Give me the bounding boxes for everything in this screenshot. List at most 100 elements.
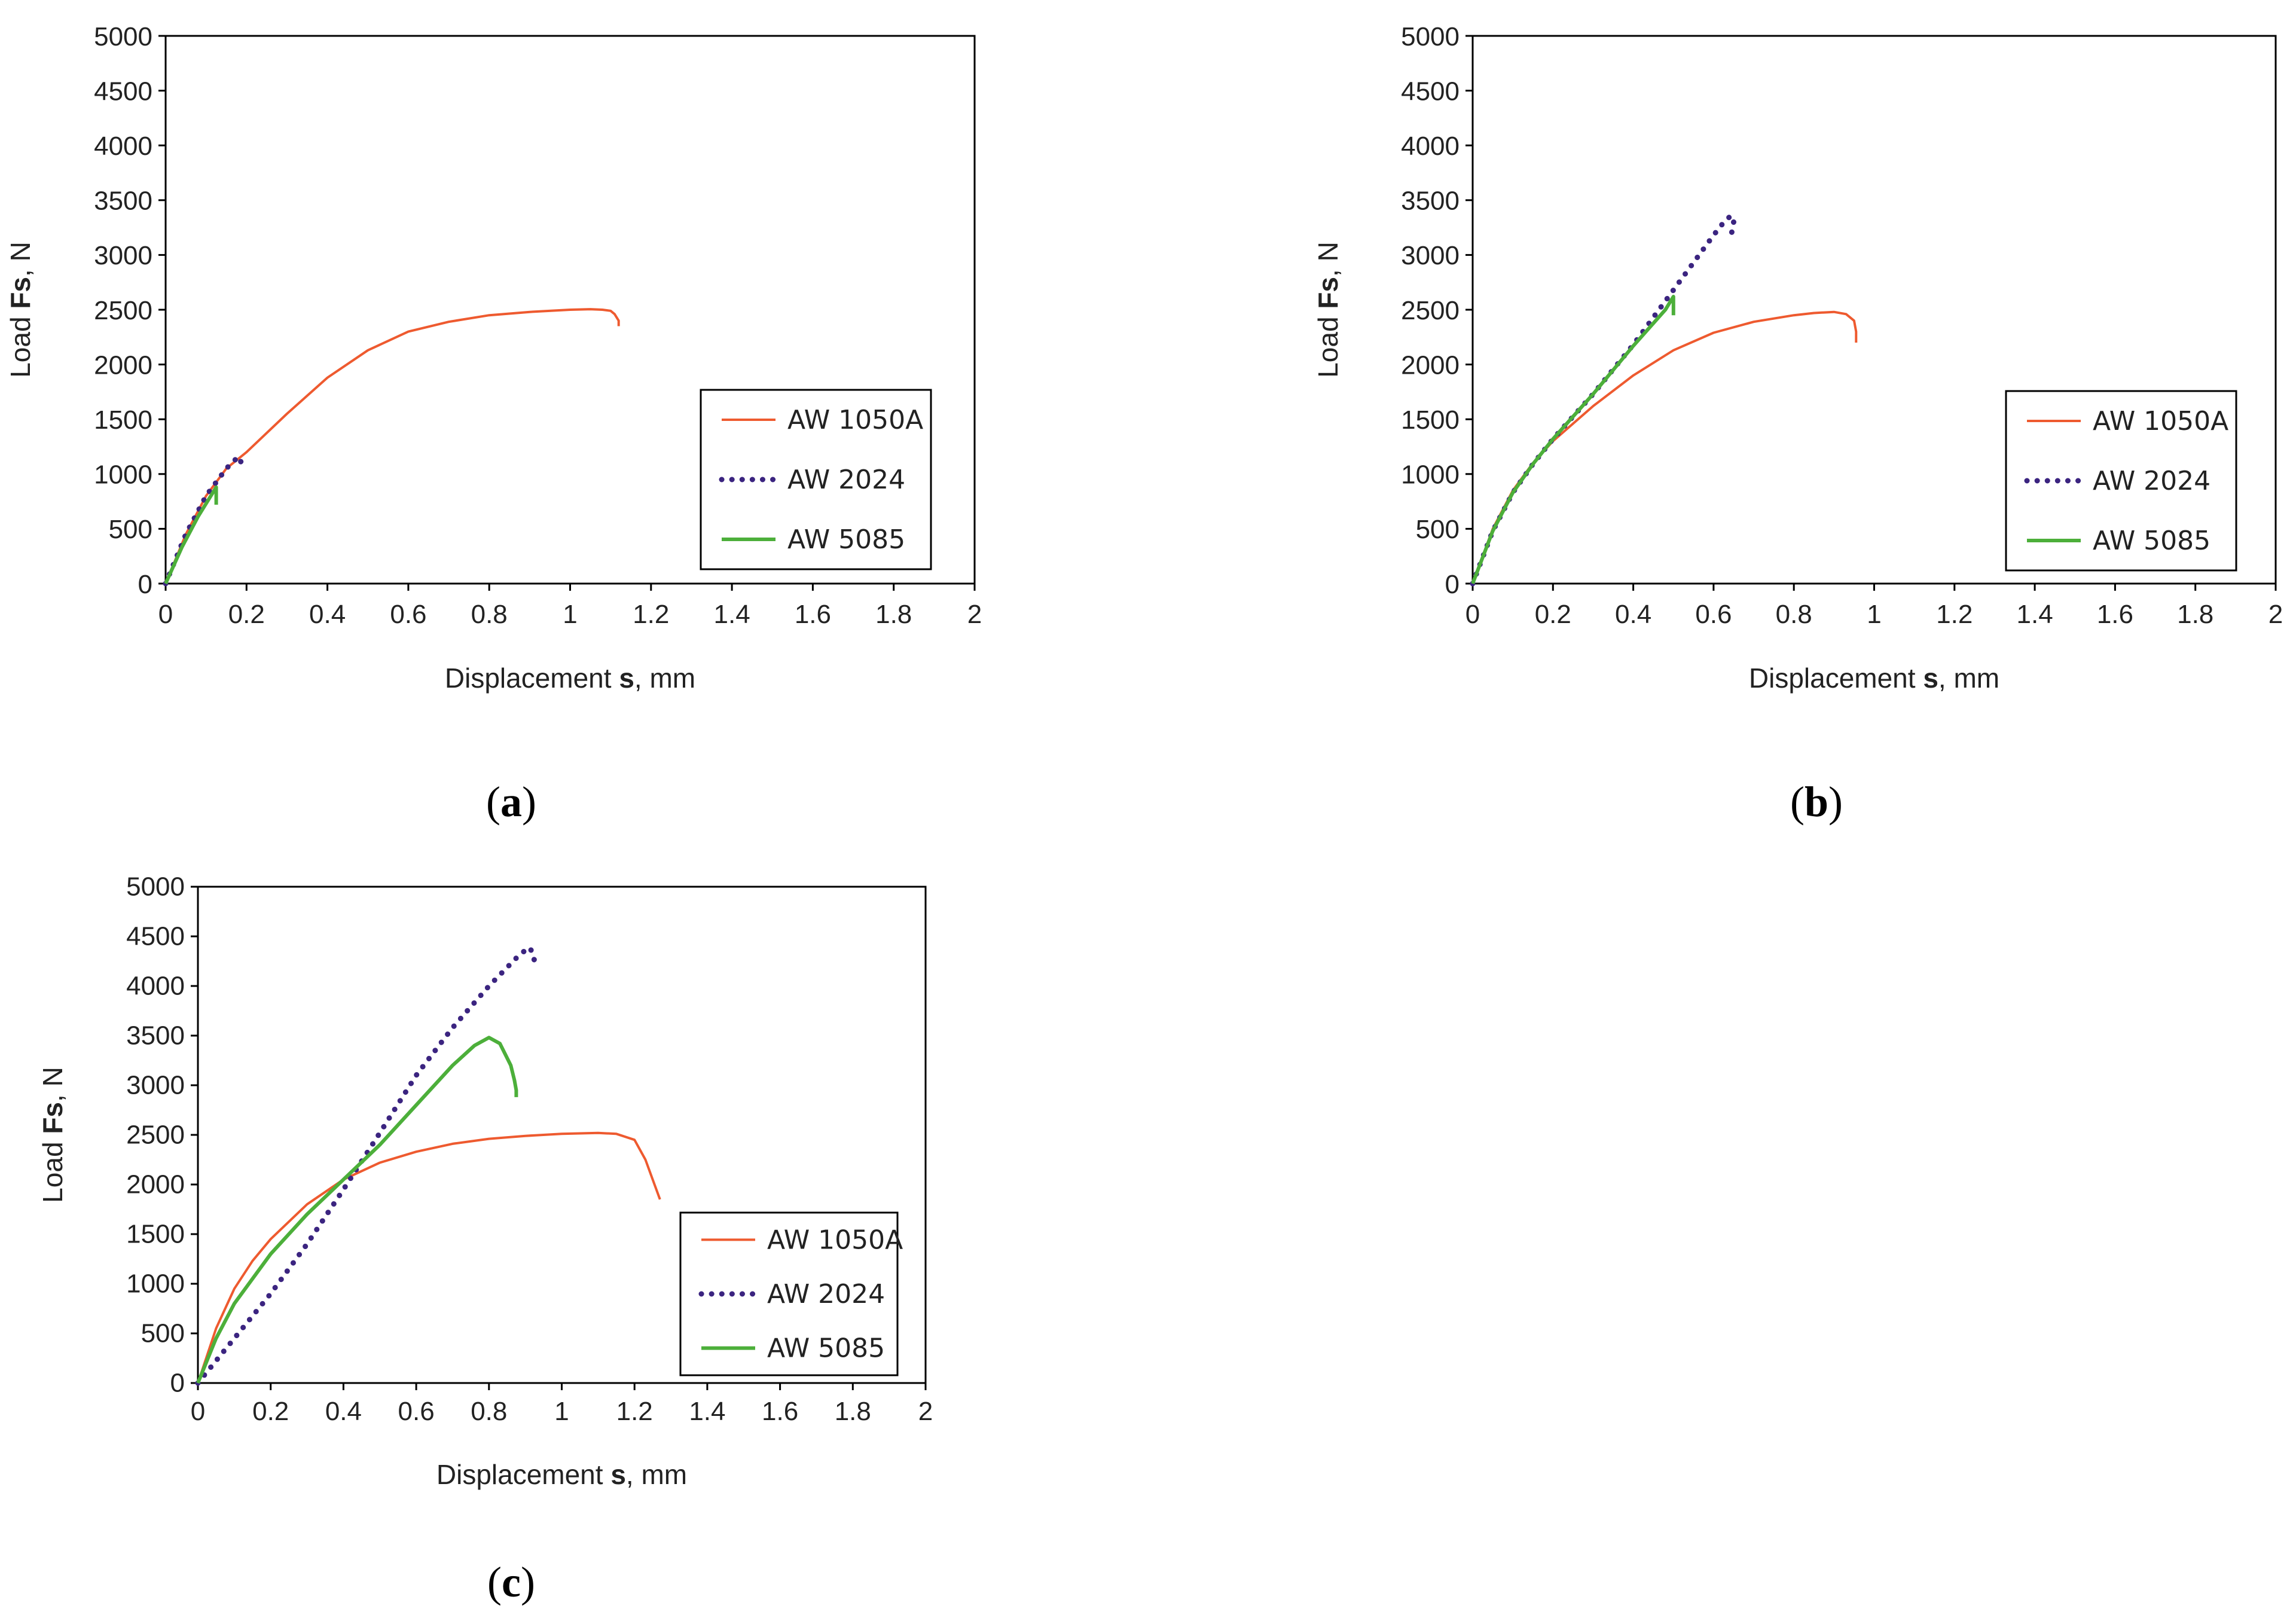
y-tick-label: 5000 (94, 22, 152, 51)
x-tick-label: 1 (1867, 600, 1881, 629)
x-tick-label: 0.4 (1615, 600, 1651, 629)
y-axis-title: Load Fs, N (5, 242, 36, 378)
y-tick-label: 500 (141, 1318, 185, 1348)
x-tick-label: 2 (2268, 600, 2283, 629)
x-tick-label: 2 (918, 1397, 933, 1426)
y-tick-label: 4500 (94, 77, 152, 106)
chart-panel-b: 0 500 1000 1500 2000 2500 3000 3500 4000 4500 5000… (1312, 22, 2283, 826)
panel-label: (c) (487, 1558, 535, 1606)
x-tick-label: 2 (967, 600, 982, 629)
x-axis-title-bold: s (610, 1459, 626, 1490)
y-tick-label: 5000 (126, 872, 185, 901)
legend: AW 1050A AW 2024 AW 5085 (700, 389, 932, 570)
legend-entry-label: AW 1050A (767, 1225, 903, 1255)
legend-entry-label: AW 5085 (787, 524, 905, 555)
x-tick-label: 0.4 (309, 600, 346, 629)
panel-label-close: ) (521, 1558, 535, 1606)
series-line-aw-5085 (1471, 295, 1675, 585)
y-tick-label: 1500 (94, 405, 152, 435)
y-tick-label: 1000 (126, 1269, 185, 1298)
y-tick-label: 2500 (94, 296, 152, 325)
legend: AW 1050A AW 2024 AW 5085 (2005, 390, 2237, 572)
y-axis-title-suffix: , N (1312, 242, 1344, 277)
y-tick-label: 4000 (94, 132, 152, 161)
x-axis-title: Displacement s, mm (436, 1459, 687, 1490)
x-tick-label: 0.8 (471, 600, 508, 629)
x-tick-label: 1.2 (616, 1397, 653, 1426)
x-tick-label: 0 (191, 1397, 205, 1426)
x-axis-title-bold: s (1923, 663, 1938, 694)
y-tick-label: 2500 (126, 1120, 185, 1149)
panel-label-letter: b (1805, 778, 1828, 826)
chart-panel-a: 0 500 1000 1500 2000 2500 3000 3500 4000 4500 5000… (5, 22, 982, 826)
x-tick-label: 1.4 (689, 1397, 725, 1426)
x-tick-label: 1.2 (1936, 600, 1973, 629)
x-tick-label: 0.6 (390, 600, 426, 629)
x-tick-label: 0.6 (398, 1397, 435, 1426)
y-axis-title-suffix: , N (5, 242, 36, 277)
y-tick-label: 2500 (1401, 296, 1460, 325)
legend-entry-label: AW 1050A (787, 405, 923, 435)
series-line-aw-1050a (197, 1131, 661, 1384)
x-tick-label: 0.2 (252, 1397, 289, 1426)
y-tick-label: 2000 (94, 350, 152, 380)
y-tick-label: 0 (170, 1368, 185, 1397)
y-tick-label: 5000 (1401, 22, 1460, 51)
legend-entry-label: AW 2024 (2093, 466, 2210, 496)
legend-entry-label: AW 2024 (787, 465, 905, 495)
y-axis-title-prefix: Load (1312, 309, 1344, 378)
y-tick-label: 500 (1416, 515, 1460, 544)
series-line-aw-5085 (164, 485, 218, 585)
legend: AW 1050A AW 2024 AW 5085 (679, 1211, 903, 1376)
y-axis-title-bold: Fs (5, 277, 36, 309)
y-tick-label: 1500 (126, 1219, 185, 1248)
x-axis-title-prefix: Displacement (445, 663, 619, 694)
series-line-aw-2024 (195, 944, 538, 1386)
series-line-aw-2024 (163, 454, 245, 587)
x-axis-title-suffix: , mm (634, 663, 695, 694)
y-tick-label: 3000 (126, 1070, 185, 1100)
x-tick-label: 1.6 (762, 1397, 798, 1426)
y-tick-label: 3000 (1401, 241, 1460, 270)
x-tick-label: 1.8 (875, 600, 912, 629)
panel-label-letter: c (502, 1558, 521, 1606)
x-tick-label: 1.6 (795, 600, 831, 629)
x-axis-title-prefix: Displacement (436, 1459, 610, 1490)
series-line-aw-1050a (1471, 310, 1858, 584)
y-tick-label: 3500 (126, 1021, 185, 1050)
chart-panel-c: 0 500 1000 1500 2000 2500 3000 3500 4000 4500 5000… (37, 872, 933, 1606)
y-tick-label: 0 (1445, 570, 1460, 599)
y-tick-label: 1000 (1401, 460, 1460, 490)
x-tick-label: 0.8 (471, 1397, 507, 1426)
y-tick-label: 3500 (94, 187, 152, 216)
panel-label-close: ) (522, 778, 536, 826)
y-tick-label: 4500 (1401, 77, 1460, 106)
legend-entry-label: AW 5085 (2093, 526, 2210, 556)
legend-entry-label: AW 1050A (2093, 406, 2228, 436)
y-axis-title-prefix: Load (5, 309, 36, 378)
x-tick-label: 0.6 (1695, 600, 1732, 629)
y-axis-title: Load Fs, N (1312, 242, 1344, 378)
panel-label-close: ) (1828, 778, 1843, 826)
x-axis-title: Displacement s, mm (445, 663, 695, 694)
y-tick-label: 1000 (94, 460, 152, 490)
x-tick-label: 1 (563, 600, 577, 629)
y-tick-label: 3500 (1401, 187, 1460, 216)
y-tick-label: 2000 (126, 1170, 185, 1199)
x-axis-title-prefix: Displacement (1749, 663, 1923, 694)
x-tick-label: 1.2 (633, 600, 669, 629)
y-tick-label: 4500 (126, 921, 185, 951)
y-tick-label: 4000 (126, 971, 185, 1000)
x-axis-title-suffix: , mm (1938, 663, 1999, 694)
x-tick-label: 0.2 (1535, 600, 1571, 629)
y-tick-label: 500 (109, 515, 152, 544)
y-axis-title-suffix: , N (37, 1067, 68, 1102)
y-tick-label: 2000 (1401, 350, 1460, 380)
panel-label-open: ( (486, 778, 500, 826)
x-tick-label: 1.4 (714, 600, 750, 629)
x-axis-title-bold: s (619, 663, 634, 694)
series-line-aw-1050a (164, 308, 620, 584)
panel-label: (a) (486, 778, 536, 826)
x-tick-label: 1.8 (2177, 600, 2213, 629)
